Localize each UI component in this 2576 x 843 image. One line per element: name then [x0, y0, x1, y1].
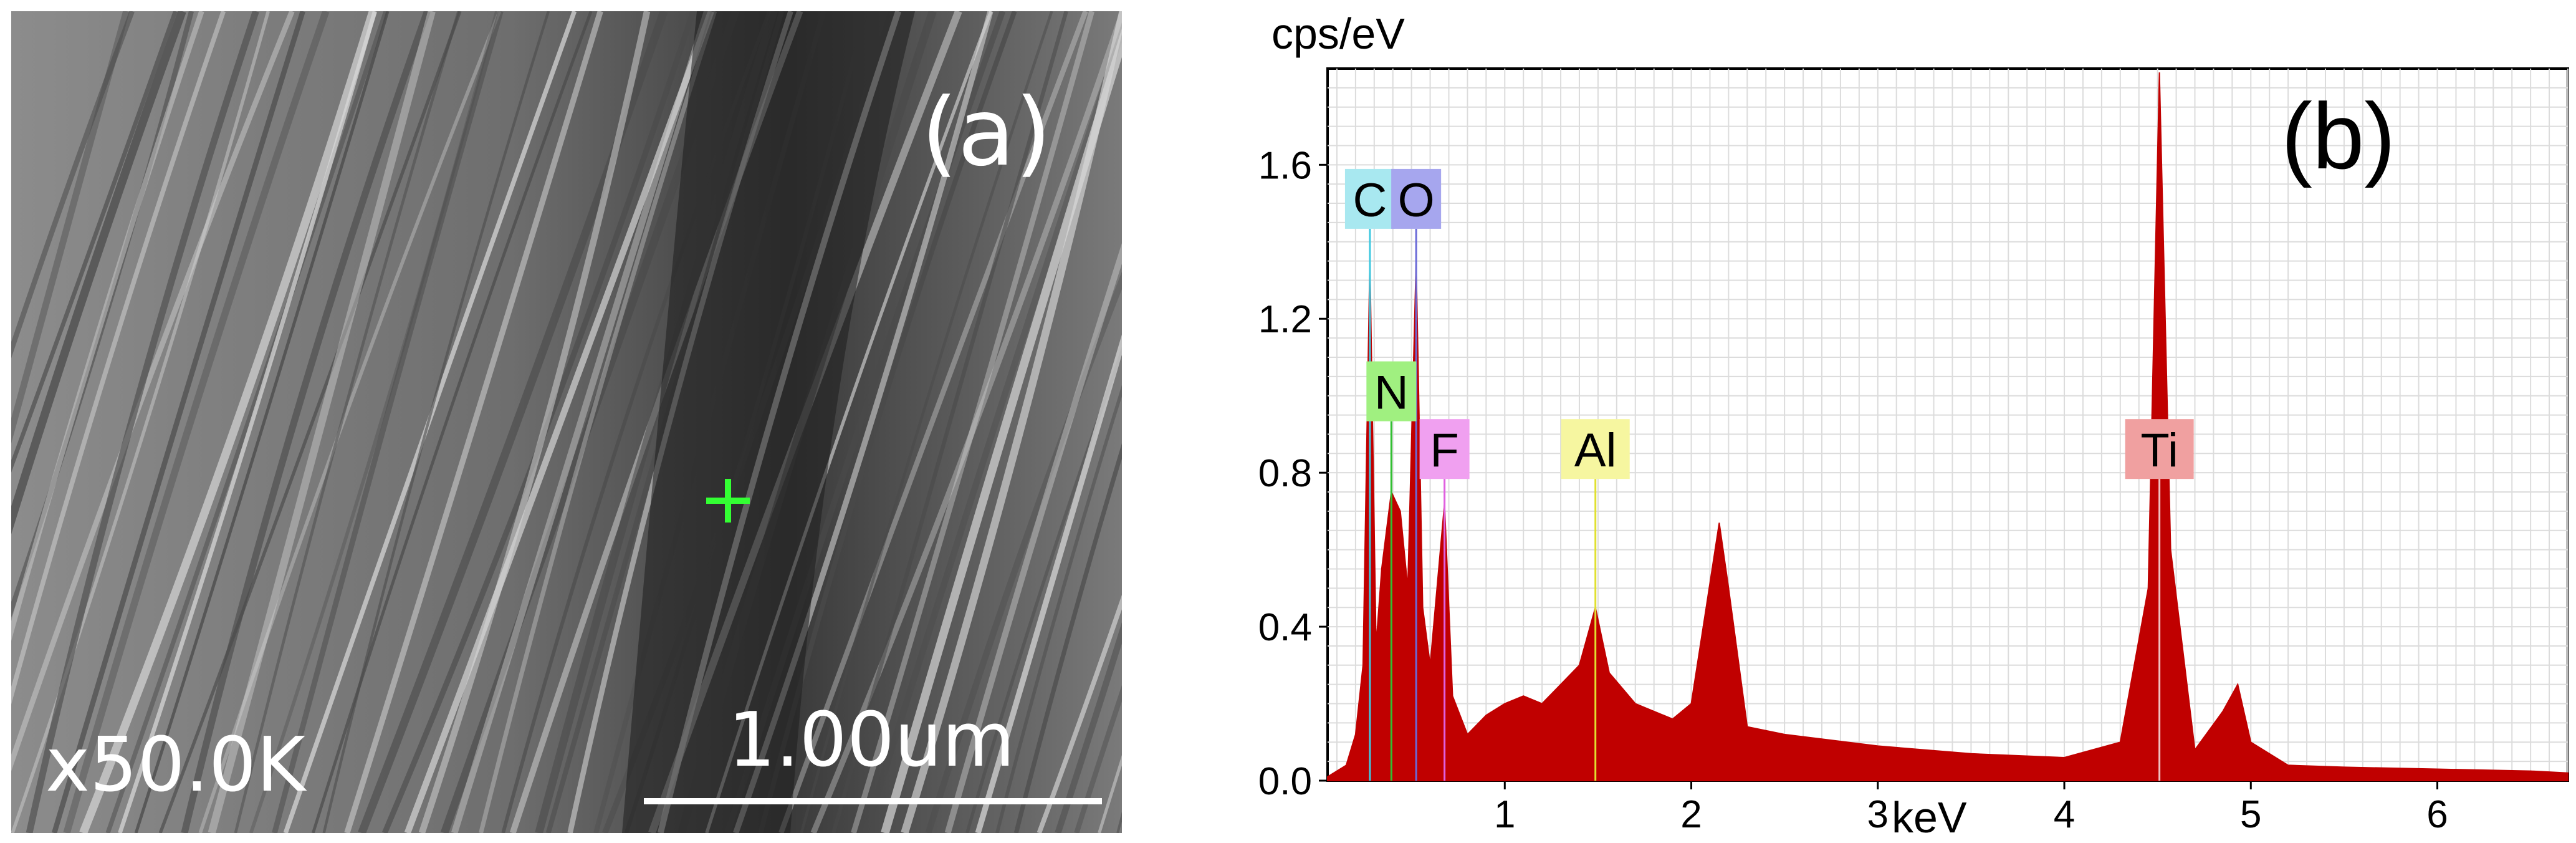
x-tick-label: 4 [2054, 793, 2075, 836]
sem-layer-stroke [11, 11, 178, 473]
sem-layer-stroke [944, 243, 1122, 833]
magnification-label: x50.0K [45, 722, 305, 809]
sem-layer-stroke [1037, 594, 1122, 833]
element-label-f: F [1430, 424, 1458, 477]
spectrum-area [1327, 72, 2569, 781]
y-tick-label: 0.8 [1258, 452, 1312, 495]
sem-layer-stroke [995, 385, 1122, 833]
sem-layer-stroke [851, 11, 1094, 833]
sem-dark-gap [622, 11, 915, 833]
x-axis-label: keV [1892, 793, 1967, 842]
sem-layer-stroke [975, 334, 1122, 833]
sem-layer-stroke [272, 11, 504, 833]
plot-area [1326, 67, 2569, 782]
sem-layer-stroke [11, 11, 130, 444]
sem-layer-stroke [11, 11, 204, 642]
sem-micrograph-texture [11, 11, 1122, 833]
x-tick-label: 6 [2426, 793, 2448, 836]
element-label-box-o [1391, 168, 1442, 229]
sem-layer-stroke [234, 11, 460, 833]
sem-layer-stroke [925, 271, 1122, 833]
sem-layer-stroke [344, 11, 603, 833]
sem-layer-stroke [134, 11, 390, 833]
element-label-box-f [1419, 419, 1470, 479]
sem-layer-stroke [105, 11, 388, 833]
sem-layer-structures [11, 11, 1122, 833]
sem-layer-stroke [1013, 443, 1122, 833]
element-lines [1369, 228, 2161, 781]
element-label-c: C [1353, 174, 1387, 227]
sem-layer-stroke [312, 11, 593, 833]
sem-layer-stroke [862, 22, 1122, 833]
panel-b-label: (b) [2281, 84, 2395, 188]
y-axis-label: cps/eV [1271, 9, 1405, 58]
sem-layer-stroke [322, 11, 550, 833]
sem-image-panel: (a) x50.0K 1.00um [0, 0, 1122, 843]
scale-bar-label: 1.00um [728, 697, 1015, 784]
sem-layer-stroke [901, 11, 1122, 833]
sem-layer-stroke [418, 11, 651, 833]
element-label-box-ti [2125, 419, 2194, 479]
sem-layer-stroke [11, 11, 135, 359]
scale-bar [644, 798, 1102, 804]
element-labels: C O NF Al Ti [1344, 168, 2194, 479]
element-label-box-c [1344, 168, 1395, 229]
sem-layer-stroke [181, 11, 431, 833]
eds-spectrum-panel: 1 2 3 4 5 6 0.0 0.4 0.8 1.2 1.6 C O N F Al Ti cps/eV ke… [1222, 0, 2576, 843]
sem-layer-stroke [831, 11, 1068, 833]
sem-layer-stroke [11, 11, 186, 535]
sem-layer-stroke [11, 11, 194, 618]
y-tick-label: 1.6 [1258, 144, 1312, 187]
sem-layer-stroke [158, 11, 462, 833]
sem-layer-stroke [404, 11, 714, 833]
sem-layer-stroke [800, 11, 1053, 833]
sem-layer-stroke [1074, 685, 1122, 833]
panel-a-label: (a) [921, 79, 1051, 187]
sem-layer-stroke [79, 11, 377, 833]
x-tick-label: 2 [1680, 793, 1702, 836]
sem-layer-stroke [208, 11, 436, 833]
sem-micrograph: (a) x50.0K 1.00um [11, 11, 1122, 833]
sem-layer-stroke [479, 11, 717, 833]
point-marker-icon [706, 479, 750, 523]
x-tick-label: 3 [1867, 793, 1889, 836]
sem-layer-stroke [26, 11, 259, 833]
sem-layer-stroke [810, 11, 1122, 833]
x-tick-label: 5 [2240, 793, 2261, 836]
sem-layer-stroke [11, 11, 226, 705]
axis-ticks: 1 2 3 4 5 6 0.0 0.4 0.8 1.2 1.6 [1258, 144, 2448, 836]
y-tick-label: 1.2 [1258, 298, 1312, 341]
sem-layer-stroke [52, 11, 305, 833]
y-tick-label: 0.4 [1258, 606, 1312, 649]
x-tick-label: 1 [1494, 793, 1515, 836]
sem-layer-stroke [451, 11, 711, 833]
element-label-o: O [1398, 174, 1435, 227]
eds-spectrum-chart: 1 2 3 4 5 6 0.0 0.4 0.8 1.2 1.6 C O NF Al Ti cps/eV ke… [1258, 9, 2569, 842]
element-label-ti: Ti [2140, 424, 2178, 477]
series-layer [1327, 72, 2569, 781]
element-label-n: N [1374, 367, 1409, 420]
sem-layer-stroke [1055, 622, 1122, 833]
y-tick-label: 0.0 [1258, 760, 1312, 803]
sem-layer-stroke [118, 11, 377, 833]
sem-layer-stroke [63, 11, 330, 833]
sem-layer-stroke [198, 11, 502, 833]
element-label-box-al [1561, 419, 1630, 479]
element-label-box-n [1366, 361, 1417, 422]
element-label-al: Al [1574, 424, 1617, 477]
sem-layer-stroke [778, 11, 1088, 833]
